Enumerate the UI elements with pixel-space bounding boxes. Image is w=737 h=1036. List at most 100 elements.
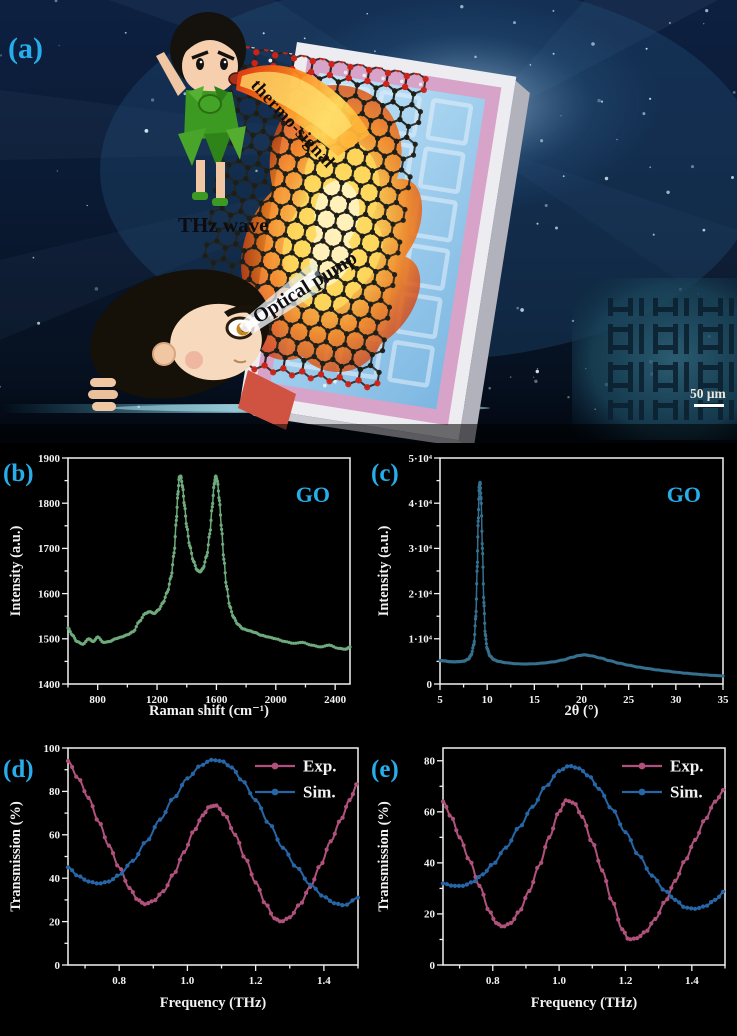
star bbox=[56, 170, 59, 172]
svg-text:1600: 1600 bbox=[205, 694, 228, 706]
panel-label: (c) bbox=[371, 460, 399, 487]
star bbox=[474, 55, 477, 59]
star bbox=[536, 368, 539, 370]
series-Exp. bbox=[440, 787, 726, 942]
svg-text:10: 10 bbox=[482, 694, 494, 706]
y-axis-label: Intensity (a.u.) bbox=[8, 526, 24, 617]
star bbox=[243, 221, 247, 225]
micrograph-unit bbox=[608, 362, 644, 392]
svg-text:2·10⁴: 2·10⁴ bbox=[409, 588, 433, 600]
svg-text:1.0: 1.0 bbox=[181, 975, 195, 987]
micrograph-unit bbox=[698, 298, 734, 316]
optical-pump-beam bbox=[240, 260, 325, 334]
star bbox=[731, 176, 734, 179]
svg-text:15: 15 bbox=[529, 694, 541, 706]
star bbox=[366, 12, 368, 15]
svg-text:1.4: 1.4 bbox=[685, 975, 699, 987]
svg-text:80: 80 bbox=[424, 756, 436, 768]
star bbox=[642, 112, 646, 116]
panel-label: (d) bbox=[3, 756, 34, 783]
svg-text:0: 0 bbox=[430, 960, 436, 972]
series-Exp. bbox=[65, 758, 359, 924]
star bbox=[649, 97, 652, 100]
svg-text:1·10⁴: 1·10⁴ bbox=[409, 634, 433, 646]
star bbox=[0, 385, 1, 388]
metamaterial-device bbox=[184, 42, 530, 443]
star bbox=[37, 321, 41, 325]
star bbox=[0, 54, 3, 57]
micrograph-unit bbox=[698, 362, 734, 392]
series-Sim. bbox=[65, 757, 361, 908]
micrograph-unit bbox=[653, 298, 689, 316]
svg-text:1400: 1400 bbox=[38, 679, 61, 691]
svg-text:1600: 1600 bbox=[38, 588, 61, 600]
star bbox=[183, 92, 187, 96]
star bbox=[460, 5, 464, 9]
series-Sim. bbox=[440, 764, 726, 911]
svg-text:1700: 1700 bbox=[38, 543, 61, 555]
scale-bar-label: 50 μm bbox=[690, 386, 727, 401]
star bbox=[560, 115, 562, 117]
legend-label: Exp. bbox=[303, 757, 337, 776]
svg-text:5·10⁴: 5·10⁴ bbox=[409, 453, 433, 465]
legend: Exp. Sim. bbox=[622, 757, 704, 802]
svg-text:1500: 1500 bbox=[38, 634, 61, 646]
svg-text:1.2: 1.2 bbox=[619, 975, 633, 987]
star bbox=[516, 306, 520, 310]
svg-text:2400: 2400 bbox=[324, 694, 347, 706]
svg-text:30: 30 bbox=[670, 694, 682, 706]
go-annotation: GO bbox=[296, 482, 330, 507]
svg-text:35: 35 bbox=[718, 694, 730, 706]
star bbox=[532, 376, 535, 378]
star bbox=[262, 32, 265, 35]
svg-text:0.8: 0.8 bbox=[112, 975, 126, 987]
star bbox=[552, 52, 555, 55]
micrograph-inset: 50 μm bbox=[572, 278, 737, 440]
raman-chart: 800 1200 1600 2000 2400 1400 1500 1600 1700 1800 1… bbox=[0, 445, 368, 722]
star bbox=[535, 369, 539, 374]
star bbox=[54, 0, 58, 3]
star bbox=[534, 379, 538, 384]
star bbox=[552, 9, 555, 12]
resonator-cell bbox=[425, 98, 474, 146]
micrograph-unit bbox=[608, 324, 644, 354]
bottom-fade bbox=[0, 424, 737, 443]
svg-text:0: 0 bbox=[427, 679, 433, 691]
micrograph-pattern bbox=[608, 298, 734, 420]
star bbox=[303, 37, 306, 40]
svg-text:20: 20 bbox=[576, 694, 588, 706]
svg-text:40: 40 bbox=[424, 858, 436, 870]
micrograph-unit bbox=[608, 400, 644, 420]
star bbox=[520, 308, 524, 312]
plot-frame bbox=[67, 747, 359, 966]
star bbox=[690, 165, 695, 169]
svg-text:100: 100 bbox=[44, 743, 61, 755]
legend-label: Sim. bbox=[303, 783, 336, 802]
star bbox=[150, 98, 155, 102]
micrograph-unit bbox=[608, 298, 644, 316]
star bbox=[591, 42, 595, 46]
legend: Exp. Sim. bbox=[255, 757, 337, 802]
star bbox=[374, 50, 376, 53]
star bbox=[649, 166, 652, 169]
axis-ticks bbox=[434, 457, 724, 690]
star bbox=[567, 395, 570, 399]
legend-label: Exp. bbox=[670, 757, 704, 776]
svg-text:1.4: 1.4 bbox=[317, 975, 331, 987]
pump-character bbox=[88, 269, 296, 430]
svg-text:800: 800 bbox=[89, 694, 106, 706]
legend-label: Sim. bbox=[670, 783, 703, 802]
star bbox=[702, 228, 706, 232]
svg-text:0: 0 bbox=[55, 960, 61, 972]
star bbox=[705, 9, 709, 13]
svg-text:1.2: 1.2 bbox=[249, 975, 263, 987]
micrograph-unit bbox=[653, 400, 689, 420]
svg-text:80: 80 bbox=[49, 786, 61, 798]
svg-text:4·10⁴: 4·10⁴ bbox=[409, 498, 433, 510]
panel-a-label: (a) bbox=[8, 32, 43, 65]
green-character bbox=[156, 12, 246, 206]
star bbox=[616, 138, 618, 141]
star bbox=[488, 386, 491, 390]
svg-text:5: 5 bbox=[437, 694, 443, 706]
